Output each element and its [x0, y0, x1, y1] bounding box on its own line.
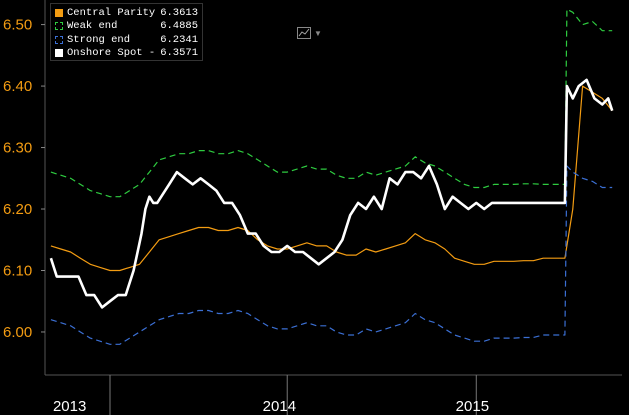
chevron-down-icon: ▼: [314, 28, 322, 38]
legend-label: Weak end: [67, 20, 118, 33]
legend-item: Weak end 6.4885: [55, 20, 198, 34]
legend-swatch: [55, 35, 63, 44]
y-tick-label: 6.50: [3, 17, 32, 34]
x-tick-label: 2014: [263, 398, 296, 415]
legend-swatch: [55, 49, 63, 58]
y-tick-label: 6.20: [3, 201, 32, 218]
legend-value: 6.4885: [160, 20, 198, 33]
series-line-strong-end: [50, 165, 613, 345]
series-line-central-parity: [50, 85, 613, 272]
y-tick-label: 6.10: [3, 262, 32, 279]
y-tick-label: 6.40: [3, 78, 32, 95]
legend: Central Parity 6.3613 Weak end 6.4885 Strong…: [50, 3, 203, 61]
line-chart-icon: [297, 27, 311, 39]
series-line-weak-end: [50, 8, 613, 198]
legend-item: Strong end 6.2341: [55, 33, 198, 47]
legend-item: Central Parity 6.3613: [55, 6, 198, 20]
legend-value: 6.3613: [160, 6, 198, 19]
y-tick-label: 6.00: [3, 324, 32, 341]
legend-value: 6.3571: [160, 47, 198, 60]
legend-value: 6.2341: [160, 33, 198, 46]
legend-swatch: [55, 8, 63, 17]
legend-item: Onshore Spot - CNY 6.3571: [55, 47, 198, 61]
legend-label: Central Parity: [67, 6, 156, 19]
x-tick-label: 2013: [53, 398, 86, 415]
x-tick-label: 2015: [456, 398, 489, 415]
legend-label: Strong end: [67, 33, 131, 46]
series-line-onshore-spot-cny: [49, 78, 614, 309]
legend-swatch: [55, 22, 63, 31]
legend-label: Onshore Spot - CNY: [67, 47, 156, 60]
y-tick-label: 6.30: [3, 140, 32, 157]
chart-type-button[interactable]: ▼: [297, 25, 325, 41]
